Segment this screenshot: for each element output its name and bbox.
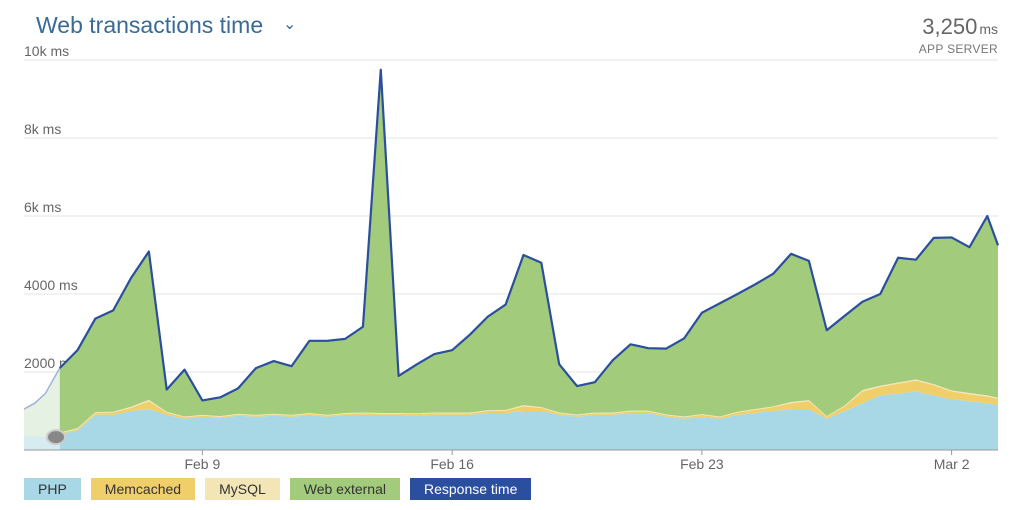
summary-number: 3,250	[922, 14, 978, 39]
y-tick-label-3: 8k ms	[24, 121, 61, 137]
legend: PHP Memcached MySQL Web external Response ti…	[24, 478, 532, 500]
chart-title[interactable]: Web transactions time	[36, 12, 264, 38]
area-php	[59, 391, 998, 450]
selection-overlay-line	[23, 367, 61, 410]
summary-label: APP SERVER	[918, 42, 998, 56]
legend-item-mysql[interactable]: MySQL	[205, 478, 280, 500]
y-tick-label-1: 4000 ms	[24, 277, 78, 293]
drag-handle[interactable]	[46, 429, 66, 446]
legend-item-response-time[interactable]: Response time	[409, 478, 532, 500]
x-tick-label-3: Mar 2	[934, 456, 970, 472]
area-mysql	[59, 379, 998, 434]
x-tick-label-2: Feb 23	[680, 456, 724, 472]
area-memcached	[59, 380, 998, 435]
response-time-line	[58, 68, 1000, 402]
chevron-down-icon[interactable]: ⌄	[283, 16, 297, 33]
summary-value: 3,250 ms	[922, 14, 998, 40]
legend-item-web-external[interactable]: Web external	[289, 478, 400, 500]
y-tick-label-2: 6k ms	[24, 199, 61, 215]
x-tick-label-1: Feb 16	[430, 456, 474, 472]
legend-item-memcached[interactable]: Memcached	[90, 478, 196, 500]
legend-item-php[interactable]: PHP	[24, 478, 81, 500]
area-web-external	[59, 69, 998, 433]
y-tick-label-4: 10k ms	[24, 43, 69, 59]
x-tick-label-0: Feb 9	[184, 456, 220, 472]
selection-overlay	[24, 368, 60, 450]
summary-unit: ms	[979, 21, 998, 37]
